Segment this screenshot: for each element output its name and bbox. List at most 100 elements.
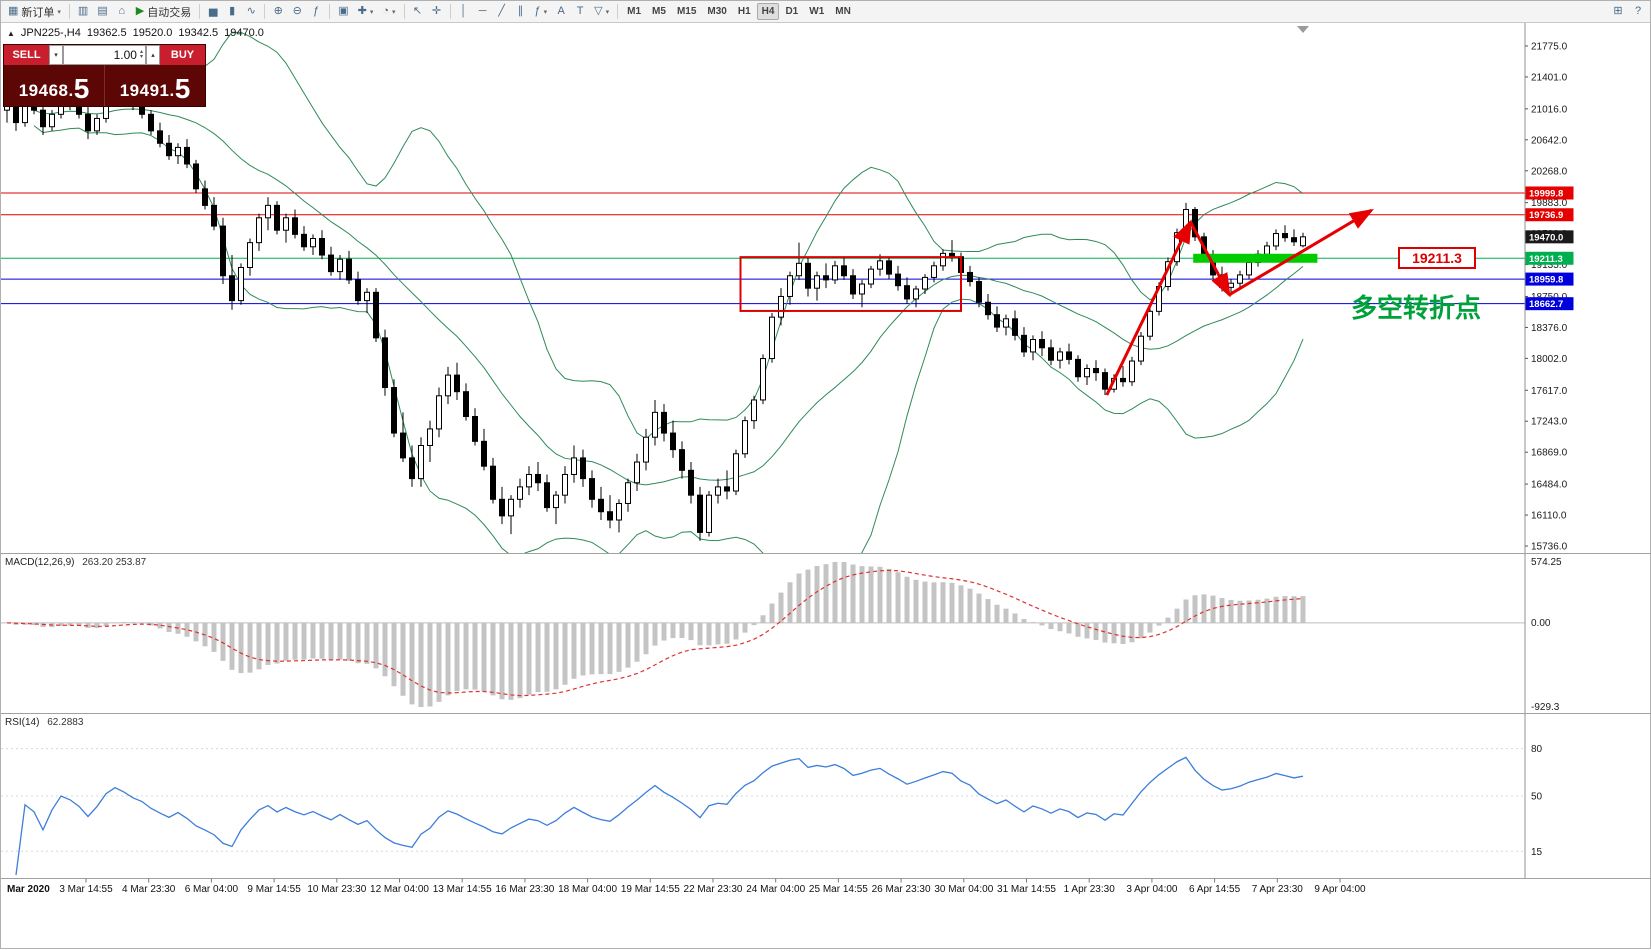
zoom-in-button[interactable]: ⊕ <box>269 3 287 21</box>
candle-body <box>202 188 208 206</box>
candle-body <box>373 291 379 339</box>
candle-body <box>283 217 289 231</box>
candle-body <box>1075 358 1081 378</box>
autotrade-button[interactable]: ▶ 自动交易 <box>132 3 195 21</box>
price-callout-box[interactable] <box>1398 247 1476 269</box>
candle-body <box>256 217 262 244</box>
trend-arrow[interactable] <box>1228 208 1374 297</box>
navigator-button[interactable]: ⌂ <box>113 3 131 21</box>
candle-body <box>148 113 154 132</box>
market-watch-button[interactable]: ▥ <box>74 3 92 21</box>
price-divider <box>104 65 105 106</box>
timeframe-M1[interactable]: M1 <box>622 3 646 20</box>
new-order-button[interactable]: ▦ 新订单 ▾ <box>4 3 65 21</box>
candle-body <box>400 432 406 459</box>
trend-arrow[interactable] <box>1105 219 1192 396</box>
indicators-button[interactable]: ƒ <box>307 3 325 21</box>
timeframe-H1[interactable]: H1 <box>733 3 756 20</box>
candle-body <box>634 461 640 484</box>
timeframe-MN[interactable]: MN <box>830 3 856 20</box>
time-axis-label: 9 Apr 04:00 <box>1314 884 1366 895</box>
data-window-icon: ▤ <box>97 5 108 17</box>
time-axis-label: 3 Apr 04:00 <box>1126 884 1178 895</box>
price-scale-label: 19883.0 <box>1531 198 1568 209</box>
volume-input[interactable]: 1.00 ▴ ▾ <box>63 45 146 65</box>
macd-scale-label: -929.3 <box>1531 702 1560 713</box>
consolidation-box[interactable] <box>739 256 962 312</box>
data-window-button[interactable]: ▤ <box>93 3 111 21</box>
sell-button[interactable]: SELL <box>4 45 49 65</box>
text-tool-button[interactable]: A <box>552 3 570 21</box>
candlestick-chart-button[interactable]: ▮ <box>223 3 241 21</box>
horizontal-line-button[interactable]: ─ <box>474 3 492 21</box>
timeframe-M5[interactable]: M5 <box>647 3 671 20</box>
candle-body <box>274 204 280 231</box>
toolbar-separator <box>449 4 451 19</box>
help-icon: ? <box>1634 5 1642 17</box>
line-chart-button[interactable]: ∿ <box>242 3 260 21</box>
price-scale-label: 17617.0 <box>1531 386 1568 397</box>
clock-button[interactable]: ◔ ▾ <box>378 3 399 21</box>
time-axis-label: 4 Mar 23:30 <box>122 884 176 895</box>
indicators-icon: ƒ <box>313 5 320 17</box>
new-chart-button[interactable]: ✚ ▾ <box>354 3 378 21</box>
grid-button[interactable]: ⊞ <box>1609 3 1627 21</box>
zoom-out-button[interactable]: ⊖ <box>288 3 306 21</box>
support-zone-highlight[interactable] <box>1193 253 1318 263</box>
ask-price[interactable]: 19491. 5 <box>105 65 205 106</box>
candle-body <box>1264 245 1270 255</box>
label-tool-button[interactable]: T <box>571 3 589 21</box>
trade-controls-row: SELL ▾ 1.00 ▴ ▾ ▴ BUY <box>4 45 205 65</box>
candle-body <box>607 511 613 521</box>
bar-chart-button[interactable]: ▅ <box>204 3 222 21</box>
trendline-button[interactable]: ╱ <box>493 3 511 21</box>
tile-windows-button[interactable]: ▣ <box>334 3 352 21</box>
channel-button[interactable]: ∥ <box>512 3 530 21</box>
crosshair-button[interactable]: ✛ <box>428 3 446 21</box>
sell-dropdown[interactable]: ▾ <box>49 45 63 65</box>
price-badge <box>1525 272 1574 286</box>
time-axis-label: 22 Mar 23:30 <box>684 884 743 895</box>
volume-stepper[interactable]: ▴ ▾ <box>140 49 143 60</box>
candle-body <box>967 271 973 283</box>
macd-values: 263.20 253.87 <box>82 557 147 568</box>
macd-label: MACD(12,26,9) <box>5 557 75 568</box>
candle-body <box>1012 318 1018 336</box>
timeframe-W1[interactable]: W1 <box>804 3 829 20</box>
fibonacci-button[interactable]: ƒ ▾ <box>531 3 552 21</box>
market-watch-icon: ▥ <box>77 5 89 17</box>
toolbar-right-group: ⊞ ? <box>1609 3 1647 21</box>
buy-button[interactable]: BUY <box>160 45 205 65</box>
price-scale-label: 21775.0 <box>1531 42 1568 53</box>
candle-body <box>40 109 46 128</box>
volume-dropdown[interactable]: ▴ <box>146 45 160 65</box>
candle-body <box>481 440 487 467</box>
candle-body <box>652 411 658 438</box>
bid-price[interactable]: 19468. 5 <box>4 65 104 106</box>
ask-price-main: 19491. <box>119 81 175 100</box>
trend-arrow[interactable] <box>1189 221 1231 298</box>
timeframe-H4[interactable]: H4 <box>756 3 780 20</box>
candle-body <box>418 444 424 480</box>
candle-body <box>796 262 802 277</box>
timeframe-M30[interactable]: M30 <box>702 3 731 20</box>
timeframe-M15[interactable]: M15 <box>672 3 701 20</box>
vertical-line-button[interactable]: │ <box>455 3 473 21</box>
candle-body <box>643 436 649 463</box>
candle-body <box>1246 262 1252 276</box>
price-callout-text: 19211.3 <box>1412 250 1462 266</box>
shapes-button[interactable]: ▽ ▾ <box>590 3 613 21</box>
candle-body <box>472 416 478 442</box>
navigator-icon: ⌂ <box>118 5 126 17</box>
candle-body <box>292 217 298 235</box>
candle-body <box>247 242 253 268</box>
timeframe-D1[interactable]: D1 <box>780 3 803 20</box>
cursor-button[interactable]: ↖ <box>409 3 427 21</box>
time-axis-label: 25 Mar 14:55 <box>809 884 868 895</box>
time-axis-label: 30 Mar 04:00 <box>934 884 993 895</box>
candle-body <box>1066 351 1072 360</box>
chart-shift-marker[interactable] <box>1297 26 1309 33</box>
help-button[interactable]: ? <box>1629 3 1647 21</box>
candle-body <box>391 387 397 434</box>
